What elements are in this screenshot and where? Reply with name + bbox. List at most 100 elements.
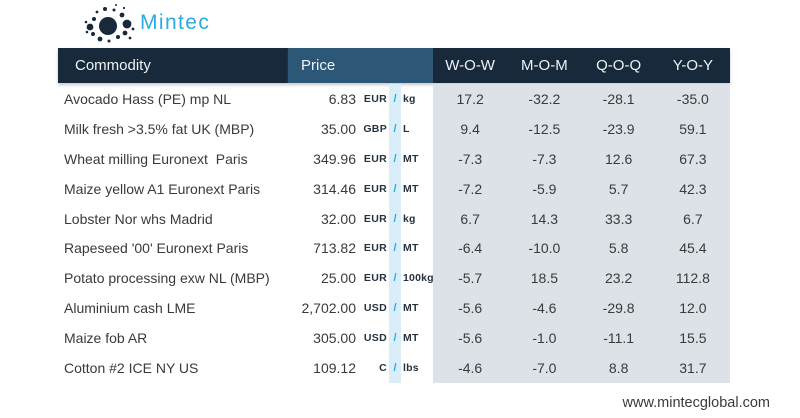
unit-label: 100kg — [403, 272, 434, 285]
commodity-name: Maize fob AR — [64, 330, 148, 347]
price-value: 6.83 — [328, 90, 356, 107]
yoy-change-value: 42.3 — [679, 180, 707, 197]
wow-change-value: 6.7 — [460, 210, 480, 227]
mom-change-value: 14.3 — [530, 210, 558, 227]
currency-label: EUR — [363, 92, 387, 105]
mom-column-header: M-O-M — [521, 57, 568, 74]
price-value: 305.00 — [313, 330, 356, 347]
yoy-column-header: Y-O-Y — [672, 57, 714, 74]
commodity-name: Aluminium cash LME — [64, 300, 196, 317]
wow-change-value: 9.4 — [460, 120, 480, 137]
wow-change-value: -5.6 — [458, 330, 483, 347]
mom-change-value: -7.3 — [532, 150, 557, 167]
yoy-change-value: -35.0 — [676, 90, 709, 107]
unit-divider-strip — [389, 84, 401, 383]
yoy-change-value: 112.8 — [675, 270, 710, 287]
unit-separator: / — [393, 152, 397, 165]
commodity-name: Milk fresh >3.5% fat UK (MBP) — [64, 120, 255, 137]
commodity-name: Lobster Nor whs Madrid — [64, 210, 213, 227]
mom-change-value: -5.9 — [532, 180, 557, 197]
unit-label: MT — [403, 332, 419, 345]
table-row: Wheat milling Euronext Paris 349.96 EUR … — [0, 144, 800, 174]
price-value: 2,702.00 — [301, 300, 357, 317]
unit-separator: / — [393, 182, 397, 195]
qoq-change-value: 23.2 — [605, 270, 633, 287]
wow-change-value: -5.7 — [458, 270, 483, 287]
price-value: 35.00 — [320, 120, 356, 137]
mom-change-value: 18.5 — [530, 270, 558, 287]
mintec-logo-text: Mintec — [140, 11, 211, 34]
currency-label: GBP — [363, 122, 387, 135]
qoq-change-value: 5.7 — [608, 180, 629, 197]
currency-label: EUR — [363, 182, 387, 195]
table-row: Rapeseed '00' Euronext Paris 713.82 EUR … — [0, 233, 800, 263]
mom-change-value: -7.0 — [532, 359, 557, 376]
commodity-name: Rapeseed '00' Euronext Paris — [64, 240, 249, 257]
mom-change-value: -12.5 — [528, 120, 561, 137]
commodity-name: Avocado Hass (PE) mp NL — [64, 90, 232, 107]
qoq-change-value: 5.8 — [608, 240, 629, 257]
unit-label: kg — [403, 212, 416, 225]
commodity-column-header: Commodity — [58, 48, 288, 83]
yoy-change-value: 15.5 — [679, 330, 707, 347]
wow-change-value: -5.6 — [458, 300, 483, 317]
price-column-header: Price — [288, 48, 433, 83]
table-row: Milk fresh >3.5% fat UK (MBP) 35.00 GBP … — [0, 114, 800, 144]
unit-label: MT — [403, 152, 419, 165]
price-value: 25.00 — [320, 270, 356, 287]
wow-change-value: 17.2 — [456, 90, 484, 107]
commodity-name: Potato processing exw NL (MBP) — [64, 270, 270, 287]
table-row: Potato processing exw NL (MBP) 25.00 EUR… — [0, 263, 800, 293]
unit-label: MT — [403, 302, 419, 315]
price-value: 314.46 — [313, 180, 356, 197]
wow-change-value: -6.4 — [458, 240, 483, 257]
wow-change-value: -7.3 — [458, 150, 483, 167]
unit-label: MT — [403, 242, 419, 255]
yoy-change-value: 45.4 — [679, 240, 707, 257]
unit-label: MT — [403, 182, 419, 195]
currency-label: EUR — [363, 272, 387, 285]
mom-change-value: -10.0 — [528, 240, 561, 257]
yoy-change-value: 6.7 — [683, 210, 703, 227]
qoq-change-value: -28.1 — [602, 90, 635, 107]
change-columns-header: W-O-W M-O-M Q-O-Q Y-O-Y — [433, 48, 730, 83]
commodity-name: Wheat milling Euronext Paris — [64, 150, 248, 167]
unit-label: L — [403, 122, 410, 135]
qoq-column-header: Q-O-Q — [596, 57, 642, 74]
price-value: 713.82 — [313, 240, 356, 257]
mom-change-value: -4.6 — [532, 300, 557, 317]
currency-label: EUR — [363, 242, 387, 255]
qoq-change-value: 8.8 — [608, 359, 629, 376]
wow-change-value: -4.6 — [458, 359, 483, 376]
table-body: Avocado Hass (PE) mp NL 6.83 EUR / kg 17… — [0, 84, 800, 383]
unit-label: lbs — [403, 361, 419, 374]
qoq-change-value: 33.3 — [605, 210, 633, 227]
unit-separator: / — [393, 332, 397, 345]
table-row: Cotton #2 ICE NY US 109.12 C / lbs -4.6 … — [0, 353, 800, 383]
unit-separator: / — [393, 212, 397, 225]
website-url[interactable]: www.mintecglobal.com — [622, 395, 770, 411]
yoy-change-value: 31.7 — [679, 359, 707, 376]
commodity-name: Maize yellow A1 Euronext Paris — [64, 180, 261, 197]
table-row: Maize fob AR 305.00 USD / MT -5.6 -1.0 -… — [0, 323, 800, 353]
unit-separator: / — [393, 272, 397, 285]
table-row: Maize yellow A1 Euronext Paris 314.46 EU… — [0, 174, 800, 204]
price-value: 109.12 — [313, 359, 356, 376]
currency-label: EUR — [363, 212, 387, 225]
unit-separator: / — [393, 302, 397, 315]
price-value: 32.00 — [320, 210, 356, 227]
changes-panel-background — [433, 84, 730, 383]
table-row: Lobster Nor whs Madrid 32.00 EUR / kg 6.… — [0, 204, 800, 234]
qoq-change-value: -29.8 — [602, 300, 635, 317]
unit-separator: / — [393, 92, 397, 105]
mintec-logo-dots-icon — [84, 4, 135, 43]
unit-separator: / — [393, 361, 397, 374]
mom-change-value: -32.2 — [528, 90, 561, 107]
qoq-change-value: -23.9 — [602, 120, 635, 137]
unit-separator: / — [393, 242, 397, 255]
unit-label: kg — [403, 92, 416, 105]
yoy-change-value: 59.1 — [679, 120, 707, 137]
table-row: Avocado Hass (PE) mp NL 6.83 EUR / kg 17… — [0, 84, 800, 114]
yoy-change-value: 67.3 — [679, 150, 707, 167]
